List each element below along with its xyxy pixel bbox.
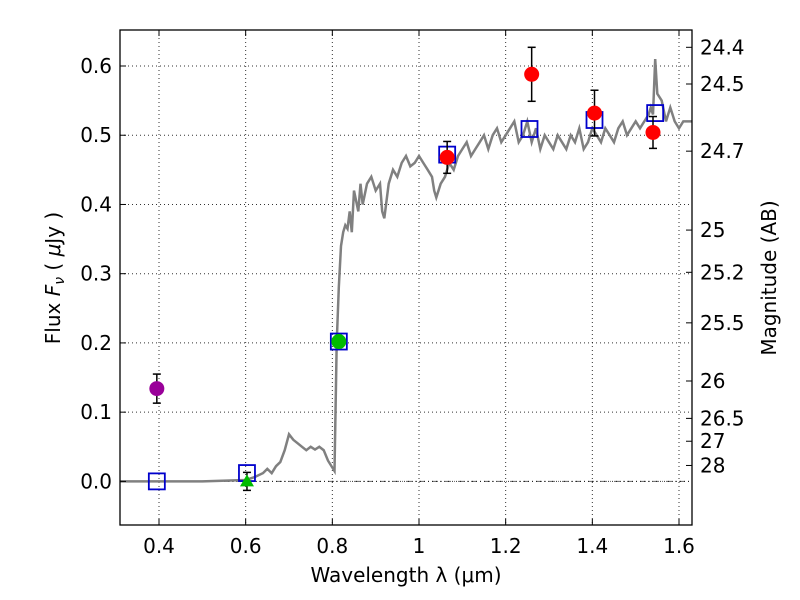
model-photometry-square <box>520 120 539 138</box>
plot-frame <box>119 29 693 526</box>
right-tick-label: 24.5 <box>700 72 745 96</box>
x-tick-label: 0.4 <box>143 534 175 558</box>
observed-point <box>331 334 347 350</box>
model-spectrum-line <box>120 59 692 483</box>
right-tick-label: 25.2 <box>700 260 745 284</box>
right-tick-label: 24.4 <box>700 35 745 59</box>
observed-point <box>149 381 165 397</box>
x-axis-ticks: 0.4 0.6 0.8 1 1.2 1.4 1.6 <box>143 30 695 558</box>
y-axis-ticks: 0.0 0.1 0.2 0.3 0.4 0.5 0.6 <box>80 54 126 493</box>
x-tick-label: 1 <box>413 534 426 558</box>
x-tick-label: 1.6 <box>663 534 695 558</box>
model-photometry-square <box>147 472 166 491</box>
right-tick-label: 26 <box>700 369 725 393</box>
y-tick-label: 0.2 <box>80 331 112 355</box>
right-tick-label: 25 <box>700 218 725 242</box>
model-photometry-square <box>646 104 665 122</box>
y-tick-label: 0.6 <box>80 54 112 78</box>
y-tick-label: 0.3 <box>80 262 112 286</box>
y-tick-label: 0.4 <box>80 192 112 216</box>
right-tick-label: 26.5 <box>700 406 745 430</box>
observed-point <box>587 105 602 121</box>
grid-lines <box>120 30 692 525</box>
x-tick-label: 1.2 <box>490 534 522 558</box>
right-tick-label: 28 <box>700 453 725 477</box>
observed-point <box>645 124 661 140</box>
x-tick-label: 1.4 <box>576 534 608 558</box>
observed-point <box>524 66 540 82</box>
x-axis-label: Wavelength λ (μm) <box>310 563 501 587</box>
model-photometry-square <box>329 332 348 351</box>
upper-limit-triangle <box>239 474 254 487</box>
right-axis-label: Magnitude (AB) <box>757 200 781 355</box>
x-tick-label: 0.8 <box>316 534 348 558</box>
y-tick-label: 0.5 <box>80 123 112 147</box>
x-tick-label: 0.6 <box>230 534 262 558</box>
right-tick-label: 25.5 <box>700 311 745 335</box>
data-markers <box>147 46 665 492</box>
y-axis-label: Flux Fν ( μJy ) <box>41 212 68 344</box>
y-tick-label: 0.1 <box>80 400 112 424</box>
y-tick-label: 0.0 <box>80 469 112 493</box>
right-tick-label: 27 <box>700 429 725 453</box>
right-tick-label: 24.7 <box>700 139 745 163</box>
observed-point <box>439 149 455 165</box>
